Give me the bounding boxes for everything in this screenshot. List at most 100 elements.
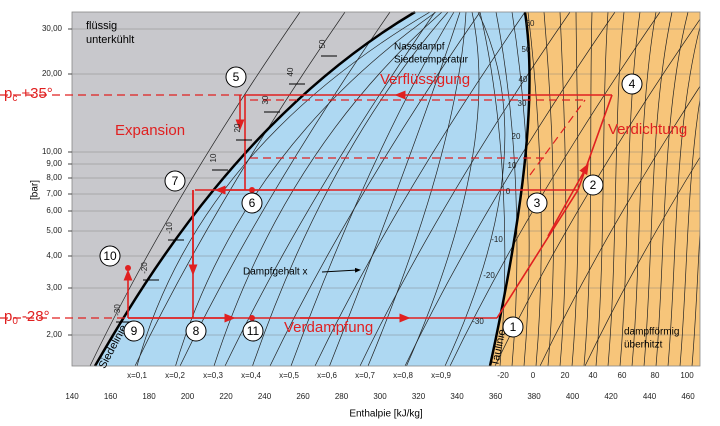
labels: 30,00 20,00 10,00 9,00 8,00 7,00 6,00 5,00 4,00 3… <box>42 19 695 401</box>
y-tick-label: 3,00 <box>46 283 62 292</box>
quality-line <box>329 12 461 366</box>
isotherm-label: 40 <box>519 75 528 84</box>
y-tick-label: 10,00 <box>42 147 63 156</box>
isotherm-label: 60 <box>618 371 627 380</box>
isotherm-label: 10 <box>209 153 218 162</box>
region-label: überhitzt <box>624 340 663 351</box>
isotherm-label: 30 <box>518 99 527 108</box>
isentrope <box>691 226 700 366</box>
process-label: Expansion <box>115 122 185 139</box>
isotherm-label: 20 <box>233 123 242 132</box>
x-tick-label: 460 <box>681 392 695 401</box>
isotherm-label: 50 <box>318 39 327 48</box>
region-label: Siedetemperatur <box>394 55 469 66</box>
cycle-line <box>496 94 613 319</box>
isentrope <box>704 12 720 366</box>
isentrope <box>559 12 567 366</box>
x-tick-label: 440 <box>643 392 657 401</box>
quality-line <box>252 12 449 366</box>
quality-line <box>213 12 443 366</box>
x-tick-label: 200 <box>181 392 195 401</box>
region-label: unterkühlt <box>86 34 134 46</box>
isentrope <box>404 12 616 366</box>
isotherm-label: -30 <box>113 304 122 316</box>
isentrope <box>619 12 641 366</box>
isotherm-label: -20 <box>497 371 509 380</box>
quality-label: x=0,8 <box>393 371 413 380</box>
state-point <box>621 73 643 95</box>
state-point-label: 1 <box>510 320 517 334</box>
x-axis-label: Enthalpie [kJ/kg] <box>349 409 423 420</box>
x-tick-label: 300 <box>373 392 387 401</box>
state-point <box>123 320 145 342</box>
quality-line <box>444 12 506 366</box>
isotherm-label: 50 <box>522 45 531 54</box>
isotherm-label: 80 <box>651 371 660 380</box>
quality-label: x=0,3 <box>203 371 223 380</box>
state-point <box>502 316 524 338</box>
isentrope <box>631 12 657 366</box>
isentrope <box>679 97 700 366</box>
y-tick-label: 5,00 <box>46 226 62 235</box>
state-point-label: 4 <box>629 77 636 91</box>
state-point-label: 11 <box>247 324 260 338</box>
isentrope <box>655 12 689 366</box>
x-tick-label: 220 <box>219 392 233 401</box>
liquid-region <box>72 12 415 366</box>
quality-label: x=0,6 <box>317 371 337 380</box>
isotherm-label: -10 <box>491 235 503 244</box>
region-label: Nassdampf <box>394 42 445 53</box>
isentrope <box>134 12 346 366</box>
y-tick-label: 2,00 <box>46 330 62 339</box>
region-label: flüssig <box>86 20 117 32</box>
isotherm-label: -10 <box>165 222 174 234</box>
state-point-label: 7 <box>172 174 179 188</box>
quality-label: x=0,5 <box>279 371 299 380</box>
state-point <box>185 320 207 342</box>
process-label: Verdampfung <box>284 319 373 336</box>
plot-frame <box>71 11 701 367</box>
x-tick-label: 240 <box>258 392 272 401</box>
quality-label: x=0,4 <box>241 371 261 380</box>
state-dot <box>249 187 255 193</box>
isentrope <box>543 12 554 366</box>
state-dot <box>125 265 131 271</box>
x-tick-label: 340 <box>450 392 464 401</box>
y-tick-label: 7,00 <box>46 189 62 198</box>
cycle-line <box>547 163 589 237</box>
quality-line <box>406 12 480 366</box>
x-tick-label: 380 <box>527 392 541 401</box>
process-label: Verdichtung <box>608 121 687 138</box>
quality-label: Dampfgehalt x <box>243 267 307 278</box>
cycle-line <box>529 99 586 176</box>
cycle <box>0 90 613 323</box>
y-tick-label: 8,00 <box>46 173 62 182</box>
state-point <box>582 174 604 196</box>
x-tick-label: 260 <box>296 392 310 401</box>
isentrope <box>527 12 542 366</box>
x-tick-label: 140 <box>65 392 79 401</box>
isotherm-label: -20 <box>483 271 495 280</box>
y-tick-label: 30,00 <box>42 24 63 33</box>
isotherm-label: 60 <box>526 19 535 28</box>
state-point-label: 9 <box>131 324 138 338</box>
isotherm-label: 20 <box>512 132 521 141</box>
region-label: dampfförmig <box>624 327 679 338</box>
x-tick-label: 400 <box>566 392 580 401</box>
quality-line <box>290 12 455 366</box>
pressure-label: pc +35° <box>4 85 53 104</box>
y-axis-label: [bar] <box>30 180 41 200</box>
x-tick-label: 360 <box>489 392 503 401</box>
quality-line <box>136 12 431 366</box>
state-point-label: 8 <box>193 324 200 338</box>
state-point <box>164 170 186 192</box>
isotherm-label: -20 <box>140 262 149 274</box>
isentrope <box>643 12 673 366</box>
isotherm-label: 0 <box>531 371 536 380</box>
isentrope <box>607 12 625 366</box>
state-point-label: 5 <box>233 70 240 84</box>
quality-label: x=0,7 <box>355 371 375 380</box>
quality-arrow <box>321 267 361 273</box>
x-tick-label: 420 <box>604 392 618 401</box>
